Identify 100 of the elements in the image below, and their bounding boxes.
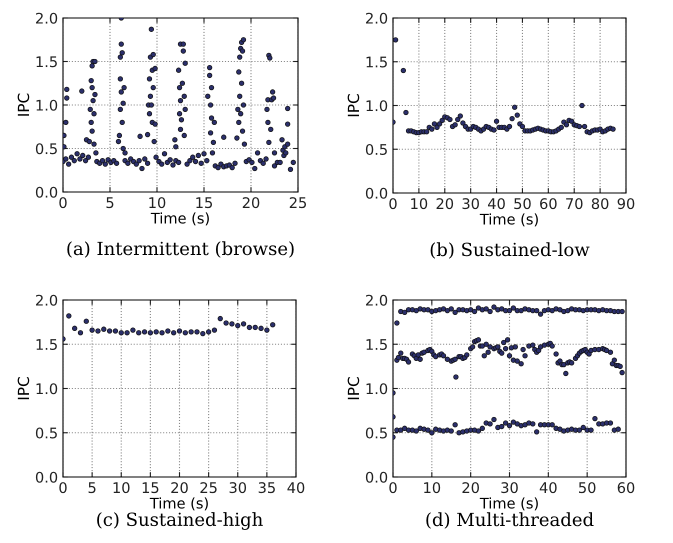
y-tick-label: 1.0 (366, 100, 388, 112)
y-tick-label: 0.5 (36, 143, 57, 154)
y-tick-label: 0.0 (36, 472, 58, 483)
x-tick-label: 15 (142, 482, 158, 494)
x-tick-label: 10 (424, 482, 440, 494)
text: (a) Intermittent (browse) (67, 241, 294, 258)
point (240, 321, 246, 327)
y-axis-title: IPC (348, 94, 360, 116)
y-tick-label: 1.5 (36, 56, 57, 68)
point (619, 308, 625, 314)
point (557, 426, 563, 432)
point (608, 420, 614, 426)
point (106, 328, 112, 334)
point (514, 421, 520, 427)
point (194, 329, 200, 335)
point (171, 330, 176, 336)
y-tick-label: 2.0 (36, 294, 58, 306)
point (550, 308, 555, 314)
point (112, 328, 118, 334)
point (429, 430, 434, 436)
point (264, 327, 270, 333)
y-axis-title: IPC (348, 377, 360, 400)
x-tick-label: 0 (59, 197, 67, 208)
point (616, 426, 621, 432)
point (506, 423, 512, 428)
x-tick-label: 30 (230, 482, 246, 494)
point (402, 426, 408, 431)
x-tick-label: 50 (579, 482, 596, 494)
point (565, 308, 570, 314)
x-tick-label: 10 (149, 197, 166, 208)
point (229, 321, 235, 327)
point (414, 428, 419, 434)
x-tick-label: 10 (411, 198, 428, 210)
point (398, 427, 404, 433)
point (101, 326, 106, 332)
point (452, 422, 458, 428)
text: (d) Multi-threaded (426, 512, 594, 529)
x-tick-label: 5 (106, 197, 114, 208)
y-tick-label: 2.0 (366, 12, 388, 24)
point (440, 306, 446, 312)
x-axis-title: Time (s) (150, 212, 209, 226)
y-tick-label: 1.5 (366, 56, 387, 68)
point (534, 429, 540, 435)
x-tick-label: 10 (114, 482, 130, 494)
point (130, 327, 136, 333)
x-tick-label: 20 (462, 482, 479, 494)
point (538, 312, 544, 317)
point (476, 428, 482, 434)
point (499, 306, 504, 312)
point (142, 329, 148, 335)
point (484, 306, 489, 312)
point (510, 305, 516, 311)
y-tick-label: 1.5 (366, 339, 387, 350)
point (159, 330, 165, 336)
point (530, 421, 536, 427)
point (472, 308, 478, 314)
x-tick-label: 35 (258, 482, 275, 494)
point (218, 316, 223, 322)
point (89, 327, 95, 333)
point (425, 427, 431, 433)
point (72, 326, 78, 331)
point (550, 422, 555, 428)
x-tick-label: 30 (501, 482, 518, 494)
point (487, 421, 493, 427)
point (580, 424, 586, 430)
y-axis-title: IPC (18, 94, 30, 116)
point (476, 305, 482, 311)
y-tick-label: 2.0 (36, 12, 58, 24)
point (165, 328, 171, 334)
x-axis-title: Time (s) (150, 497, 208, 510)
point (502, 420, 508, 426)
x-tick-label: 60 (540, 198, 557, 210)
y-tick-label: 0.0 (366, 188, 388, 199)
x-tick-label: 0 (59, 482, 67, 494)
x-tick-label: 40 (540, 482, 557, 494)
point (414, 308, 419, 314)
point (270, 322, 276, 328)
x-tick-label: 60 (618, 482, 634, 494)
point (258, 326, 264, 331)
point (95, 328, 101, 334)
x-axis-title: Time (s) (480, 497, 538, 510)
point (480, 426, 485, 431)
point (487, 308, 493, 314)
x-tick-label: 25 (200, 482, 217, 494)
point (522, 422, 528, 428)
x-tick-label: 90 (618, 198, 634, 210)
x-tick-label: 30 (462, 198, 479, 210)
y-tick-label: 0.0 (36, 186, 58, 198)
point (124, 330, 130, 336)
point (448, 306, 454, 312)
point (235, 323, 240, 328)
text: (b) Sustained-low (430, 242, 590, 259)
y-tick-label: 1.0 (36, 100, 58, 111)
x-tick-label: 5 (88, 482, 96, 494)
x-tick-label: 70 (566, 198, 583, 210)
point (212, 327, 218, 333)
point (188, 329, 194, 335)
x-tick-label: 50 (514, 198, 531, 210)
point (176, 328, 182, 334)
point (78, 330, 84, 336)
